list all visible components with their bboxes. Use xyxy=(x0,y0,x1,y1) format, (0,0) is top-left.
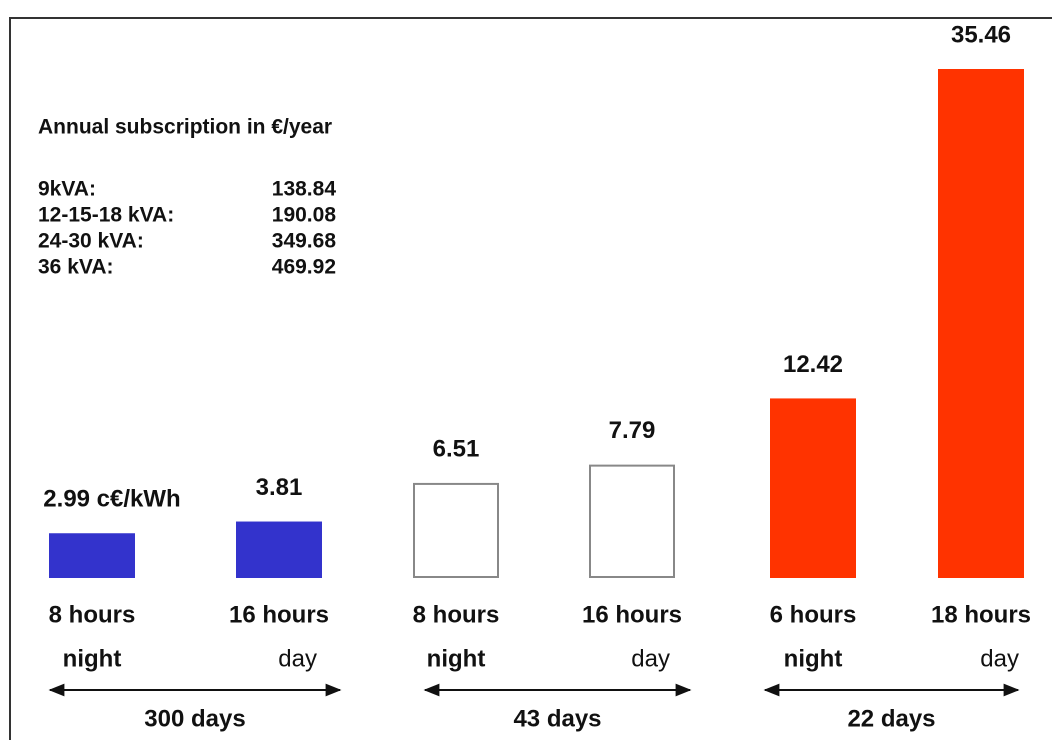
annotation-value: 469.92 xyxy=(272,256,336,279)
bar xyxy=(589,464,675,579)
data-label: 6.51 xyxy=(433,435,480,462)
annotation-label: 12-15-18 kVA: xyxy=(38,204,174,227)
x-tick-label: 16 hours xyxy=(229,601,329,628)
annotation-value: 190.08 xyxy=(272,204,337,227)
x-tick-label: day xyxy=(631,645,670,672)
x-tick-label: night xyxy=(427,645,486,672)
data-label: 3.81 xyxy=(256,474,303,501)
group-label: 300 days xyxy=(144,705,245,732)
bar xyxy=(49,533,135,578)
annotation-label: 24-30 kVA: xyxy=(38,230,144,253)
x-tick-label: day xyxy=(980,645,1019,672)
annotation-title: Annual subscription in €/year xyxy=(38,116,332,139)
x-tick-label: day xyxy=(278,645,317,672)
x-tick-label: 8 hours xyxy=(413,601,500,628)
data-label: 2.99 c€/kWh xyxy=(43,486,180,513)
x-tick-label: night xyxy=(63,645,122,672)
x-tick-label: night xyxy=(784,645,843,672)
annotation-label: 36 kVA: xyxy=(38,256,113,279)
bar xyxy=(413,482,499,579)
bar xyxy=(236,521,322,579)
x-tick-label: 6 hours xyxy=(770,601,857,628)
bar xyxy=(770,398,856,578)
data-label: 7.79 xyxy=(609,417,656,444)
x-tick-label: 16 hours xyxy=(582,601,682,628)
data-label: 12.42 xyxy=(783,351,843,378)
data-label: 35.46 xyxy=(951,21,1011,48)
group-label: 22 days xyxy=(847,705,935,732)
x-tick-label: 18 hours xyxy=(931,601,1031,628)
x-tick-label: 8 hours xyxy=(49,601,136,628)
annotation-label: 9kVA: xyxy=(38,178,96,201)
annotation-value: 138.84 xyxy=(272,178,337,201)
frame xyxy=(9,17,1052,740)
group-label: 43 days xyxy=(513,705,601,732)
annotation-value: 349.68 xyxy=(272,230,337,253)
bar xyxy=(938,69,1024,578)
